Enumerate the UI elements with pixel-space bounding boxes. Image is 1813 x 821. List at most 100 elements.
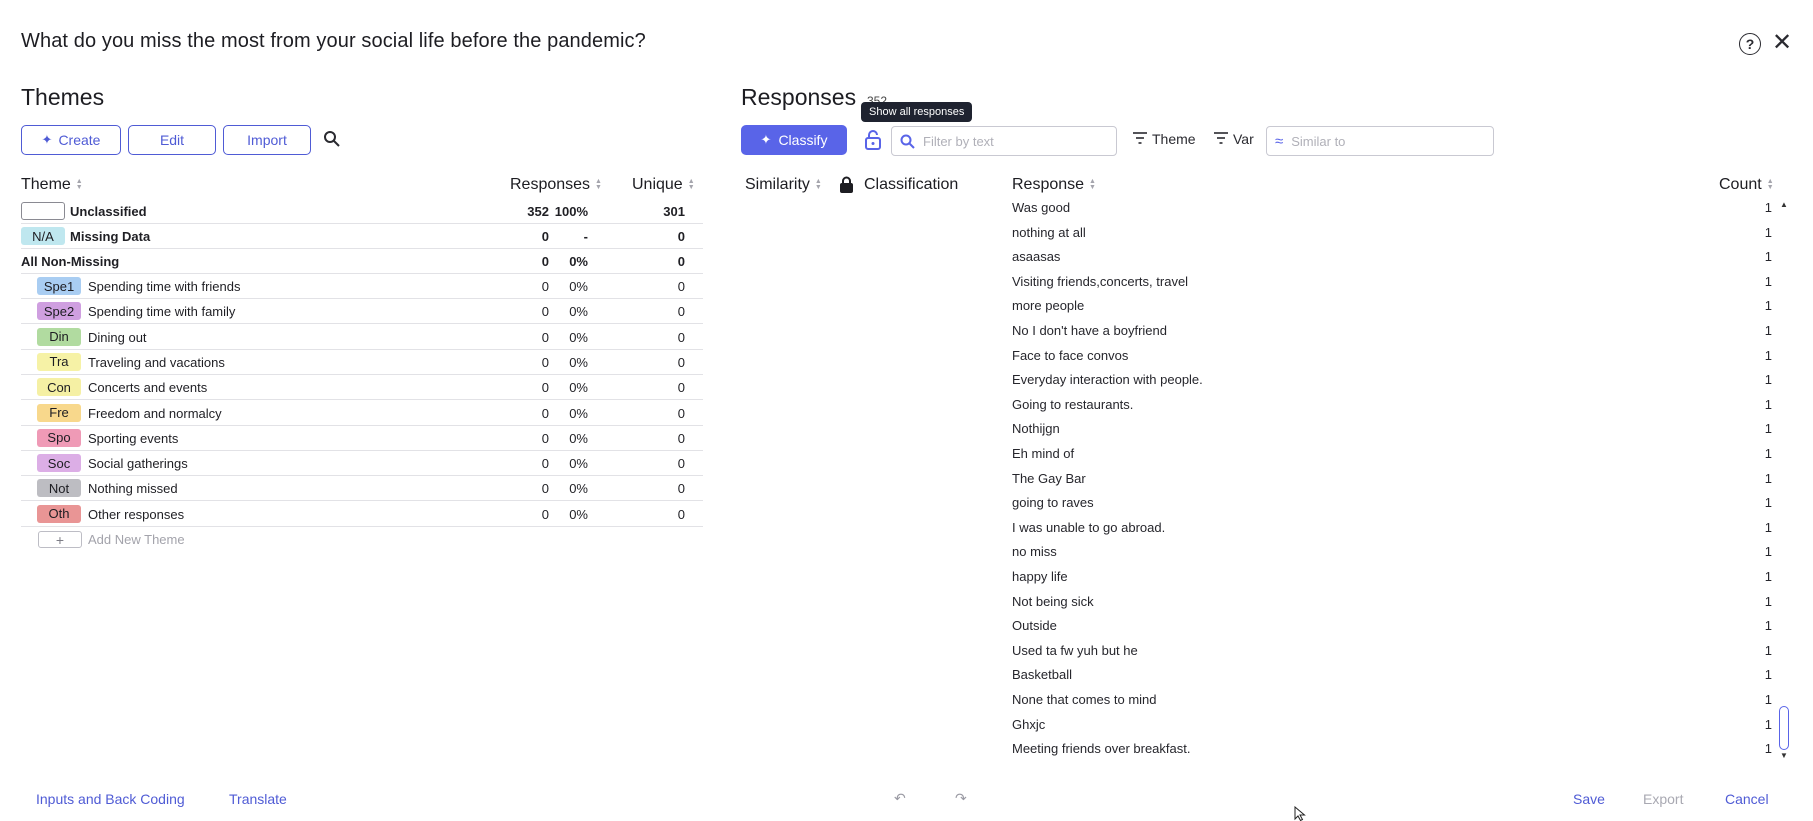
theme-row[interactable]: Din Dining out 0 0% 0 bbox=[21, 325, 703, 350]
theme-row-all-non-missing[interactable]: All Non-Missing 0 0% 0 bbox=[21, 249, 703, 274]
theme-row[interactable]: Fre Freedom and normalcy 0 0% 0 bbox=[21, 401, 703, 426]
unique-col-label: Unique bbox=[632, 176, 683, 193]
response-count: 1 bbox=[1764, 249, 1772, 265]
export-button[interactable]: Export bbox=[1643, 791, 1684, 807]
theme-row[interactable]: Oth Other responses 0 0% 0 bbox=[21, 502, 703, 527]
column-header-response[interactable]: Response ▲ ▼ bbox=[1012, 176, 1096, 194]
theme-row-missing-data[interactable]: N/A Missing Data 0 - 0 bbox=[21, 224, 703, 249]
theme-name: Dining out bbox=[88, 329, 147, 345]
column-header-classification[interactable]: Classification bbox=[864, 176, 958, 194]
response-row[interactable]: asaasas 1 bbox=[1012, 245, 1792, 269]
response-count: 1 bbox=[1764, 519, 1772, 535]
response-count: 1 bbox=[1764, 200, 1772, 215]
save-button[interactable]: Save bbox=[1573, 791, 1605, 807]
theme-pct: 0% bbox=[569, 380, 588, 396]
var-filter-button[interactable]: Var bbox=[1214, 131, 1254, 147]
response-row[interactable]: None that comes to mind 1 bbox=[1012, 688, 1792, 712]
similar-to-input[interactable]: ≈ Similar to bbox=[1266, 126, 1494, 156]
theme-pct: 0% bbox=[569, 329, 588, 345]
response-count: 1 bbox=[1764, 273, 1772, 289]
theme-name: Social gatherings bbox=[88, 456, 188, 472]
response-count: 1 bbox=[1764, 396, 1772, 412]
response-row[interactable]: Visiting friends,concerts, travel 1 bbox=[1012, 270, 1792, 294]
plus-icon: + bbox=[38, 531, 82, 548]
theme-code-badge: Tra bbox=[37, 352, 81, 371]
unlock-icon[interactable] bbox=[864, 129, 882, 151]
response-row[interactable]: Face to face convos 1 bbox=[1012, 344, 1792, 368]
response-row[interactable]: I was unable to go abroad. 1 bbox=[1012, 516, 1792, 540]
theme-filter-button[interactable]: Theme bbox=[1133, 131, 1196, 147]
filter-text-input[interactable]: Filter by text bbox=[891, 126, 1117, 156]
theme-name: Sporting events bbox=[88, 430, 179, 446]
theme-count: 0 bbox=[541, 354, 549, 370]
theme-row[interactable]: Spe2 Spending time with family 0 0% 0 bbox=[21, 299, 703, 325]
theme-unique: 0 bbox=[677, 304, 685, 320]
theme-count: 0 bbox=[541, 254, 549, 269]
response-row[interactable]: Was good 1 bbox=[1012, 196, 1792, 220]
classify-button[interactable]: ✦ Classify bbox=[741, 125, 847, 155]
scroll-down-icon[interactable]: ▼ bbox=[1780, 751, 1788, 760]
response-row[interactable]: Outside 1 bbox=[1012, 614, 1792, 638]
response-row[interactable]: more people 1 bbox=[1012, 294, 1792, 318]
response-count: 1 bbox=[1764, 667, 1772, 683]
response-count: 1 bbox=[1764, 224, 1772, 240]
theme-row[interactable]: Not Nothing missed 0 0% 0 bbox=[21, 476, 703, 502]
theme-row[interactable]: Tra Traveling and vacations 0 0% 0 bbox=[21, 350, 703, 375]
response-row[interactable]: going to raves 1 bbox=[1012, 491, 1792, 515]
response-text: Face to face convos bbox=[1012, 347, 1129, 363]
import-themes-button[interactable]: Import bbox=[223, 125, 311, 155]
response-row[interactable]: Used ta fw yuh but he 1 bbox=[1012, 639, 1792, 663]
response-text: Meeting friends over breakfast. bbox=[1012, 741, 1191, 757]
search-icon[interactable] bbox=[323, 130, 343, 150]
response-row[interactable]: Going to restaurants. 1 bbox=[1012, 393, 1792, 417]
sort-icon: ▲ ▼ bbox=[1089, 178, 1096, 191]
column-header-theme[interactable]: Theme ▲ ▼ bbox=[21, 176, 83, 194]
classification-col-label: Classification bbox=[864, 176, 959, 193]
column-header-similarity[interactable]: Similarity ▲ ▼ bbox=[745, 176, 822, 194]
response-row[interactable]: Ghxjc 1 bbox=[1012, 713, 1792, 737]
response-row[interactable]: nothing at all 1 bbox=[1012, 221, 1792, 245]
theme-count: 0 bbox=[541, 405, 549, 421]
response-row[interactable]: no miss 1 bbox=[1012, 540, 1792, 564]
theme-count: 0 bbox=[541, 430, 549, 446]
add-new-theme-label: Add New Theme bbox=[88, 532, 185, 547]
response-row[interactable]: Eh mind of 1 bbox=[1012, 442, 1792, 466]
edit-themes-button[interactable]: Edit bbox=[128, 125, 216, 155]
scrollbar-thumb[interactable] bbox=[1779, 706, 1789, 750]
theme-row[interactable]: Spo Sporting events 0 0% 0 bbox=[21, 426, 703, 451]
theme-count: 0 bbox=[541, 506, 549, 522]
response-text: I was unable to go abroad. bbox=[1012, 519, 1166, 535]
redo-icon[interactable]: ↷ bbox=[955, 790, 967, 806]
response-row[interactable]: happy life 1 bbox=[1012, 565, 1792, 589]
column-header-unique[interactable]: Unique ▲ ▼ bbox=[632, 176, 695, 194]
translate-link[interactable]: Translate bbox=[229, 791, 287, 807]
response-row[interactable]: Everyday interaction with people. 1 bbox=[1012, 368, 1792, 392]
response-row[interactable]: No I don't have a boyfriend 1 bbox=[1012, 319, 1792, 343]
undo-icon[interactable]: ↶ bbox=[894, 790, 906, 806]
cancel-button[interactable]: Cancel bbox=[1725, 791, 1769, 807]
theme-name: Unclassified bbox=[70, 204, 147, 219]
response-count: 1 bbox=[1764, 372, 1772, 388]
response-row[interactable]: Basketball 1 bbox=[1012, 663, 1792, 687]
column-header-responses[interactable]: Responses ▲ ▼ bbox=[510, 176, 602, 194]
theme-row[interactable]: Soc Social gatherings 0 0% 0 bbox=[21, 451, 703, 477]
theme-code-badge: Soc bbox=[37, 454, 81, 473]
theme-code-badge: Spe1 bbox=[37, 277, 81, 295]
response-row[interactable]: Nothijgn 1 bbox=[1012, 417, 1792, 441]
scroll-up-icon[interactable]: ▲ bbox=[1780, 200, 1788, 209]
inputs-back-coding-link[interactable]: Inputs and Back Coding bbox=[36, 791, 185, 807]
response-row[interactable]: The Gay Bar 1 bbox=[1012, 467, 1792, 491]
lock-icon[interactable] bbox=[839, 176, 854, 193]
response-text: going to raves bbox=[1012, 495, 1094, 511]
help-icon[interactable]: ? bbox=[1739, 33, 1761, 55]
response-count: 1 bbox=[1764, 642, 1772, 658]
response-row[interactable]: Meeting friends over breakfast. 1 bbox=[1012, 737, 1792, 761]
close-icon[interactable]: ✕ bbox=[1771, 29, 1793, 56]
column-header-count[interactable]: Count ▲ ▼ bbox=[1719, 176, 1774, 194]
response-row[interactable]: Not being sick 1 bbox=[1012, 590, 1792, 614]
theme-row-unclassified[interactable]: Unclassified 352 100% 301 bbox=[21, 199, 703, 224]
theme-row[interactable]: Con Concerts and events 0 0% 0 bbox=[21, 375, 703, 401]
theme-row[interactable]: Spe1 Spending time with friends 0 0% 0 bbox=[21, 274, 703, 299]
add-new-theme[interactable]: + Add New Theme bbox=[38, 531, 185, 548]
create-theme-button[interactable]: ✦ Create bbox=[21, 125, 121, 155]
